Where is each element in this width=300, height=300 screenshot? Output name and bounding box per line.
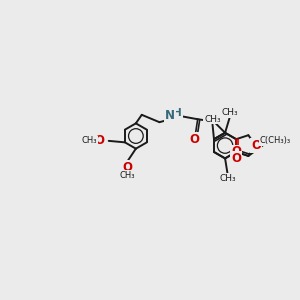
Text: CH₃: CH₃ <box>221 108 238 117</box>
Text: O: O <box>251 139 261 152</box>
Text: CH₃: CH₃ <box>119 171 135 180</box>
Text: H: H <box>173 108 182 118</box>
Text: O: O <box>231 146 241 158</box>
Text: CH₃: CH₃ <box>204 115 221 124</box>
Text: O: O <box>122 161 132 174</box>
Text: O: O <box>231 152 241 165</box>
Text: C(CH₃)₃: C(CH₃)₃ <box>259 136 290 145</box>
Text: CH₃: CH₃ <box>219 174 236 183</box>
Text: O: O <box>189 133 199 146</box>
Text: O: O <box>94 134 104 147</box>
Text: CH₃: CH₃ <box>82 136 97 146</box>
Text: N: N <box>165 109 175 122</box>
